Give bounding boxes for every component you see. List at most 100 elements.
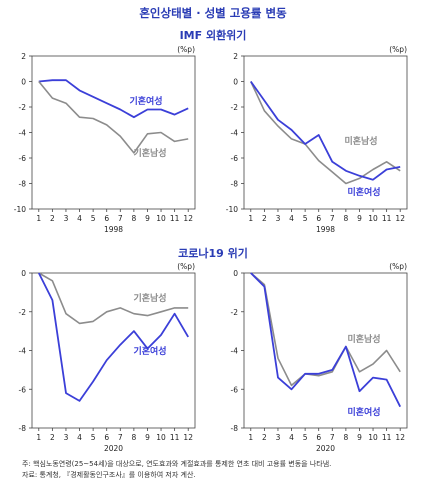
y-tick-label: 2 — [21, 52, 26, 61]
y-tick-label: -8 — [231, 180, 239, 189]
x-tick-label: 2 — [50, 433, 55, 442]
x-tick-label: 11 — [382, 433, 392, 442]
plot-frame — [243, 272, 408, 429]
x-tick-label: 10 — [368, 433, 378, 442]
section-title-imf: IMF 외환위기 — [179, 29, 247, 42]
x-tick-label: 9 — [145, 433, 150, 442]
x-tick-label: 1 — [36, 433, 41, 442]
y-tick-label: -4 — [231, 347, 239, 356]
series-label: 기혼여성 — [129, 95, 162, 107]
y-tick-label: -2 — [19, 103, 27, 112]
x-tick-label: 10 — [156, 214, 166, 223]
section-title-covid: 코로나19 위기 — [178, 247, 248, 260]
x-tick-label: 7 — [118, 433, 123, 442]
x-tick-label: 2 — [262, 433, 267, 442]
plot-frame — [243, 55, 408, 210]
x-tick-label: 8 — [343, 433, 348, 442]
x-axis-label: 2020 — [104, 444, 123, 453]
series-label: 기혼남성 — [133, 147, 166, 159]
x-tick-label: 3 — [64, 433, 69, 442]
unit-label: (%p) — [389, 45, 407, 54]
y-tick-label: -4 — [19, 347, 27, 356]
y-tick-label: 2 — [233, 52, 238, 61]
y-tick-label: -6 — [19, 154, 27, 163]
plot-frame — [31, 272, 196, 429]
x-tick-label: 8 — [131, 214, 136, 223]
y-tick-label: -6 — [231, 385, 239, 394]
x-tick-label: 2 — [50, 214, 55, 223]
x-tick-label: 2 — [262, 214, 267, 223]
y-tick-label: 0 — [21, 269, 26, 278]
series-line — [38, 80, 189, 154]
x-tick-label: 6 — [104, 433, 109, 442]
x-tick-label: 5 — [303, 433, 308, 442]
y-tick-label: -2 — [231, 103, 239, 112]
x-tick-label: 4 — [77, 214, 82, 223]
figure-title: 혼인상태별 · 성별 고용률 변동 — [139, 6, 287, 20]
y-tick-label: 0 — [21, 78, 26, 87]
chart-imf-unmarried: 20-2-4-6-8-101 2 3 4 5 6 7 8 9 10 11 121998(%p)미혼남성… — [226, 45, 408, 234]
x-tick-label: 9 — [145, 214, 150, 223]
x-tick-label: 4 — [289, 433, 294, 442]
x-tick-label: 12 — [395, 214, 405, 223]
x-tick-label: 11 — [382, 214, 392, 223]
y-tick-label: 0 — [233, 269, 238, 278]
x-tick-label: 11 — [170, 214, 180, 223]
y-tick-label: -4 — [231, 129, 239, 138]
y-tick-label: 0 — [233, 78, 238, 87]
x-tick-label: 1 — [248, 433, 253, 442]
x-axis-label: 1998 — [316, 225, 335, 234]
series-line — [250, 272, 401, 387]
series-line — [38, 79, 189, 119]
x-tick-label: 6 — [316, 433, 321, 442]
y-tick-label: -4 — [19, 129, 27, 138]
x-axis-label: 1998 — [104, 225, 123, 234]
x-tick-label: 4 — [77, 433, 82, 442]
footnote-note: 주: 핵심노동연령(25~54세)을 대상으로, 연도효과와 계절효과를 통제한… — [22, 460, 332, 468]
y-tick-label: -8 — [19, 424, 27, 433]
x-tick-label: 5 — [303, 214, 308, 223]
x-tick-label: 3 — [276, 214, 281, 223]
y-tick-label: -8 — [19, 180, 27, 189]
x-axis-label: 2020 — [316, 444, 335, 453]
x-tick-label: 1 — [36, 214, 41, 223]
y-tick-label: -6 — [19, 385, 27, 394]
x-tick-label: 7 — [330, 214, 335, 223]
x-tick-label: 11 — [170, 433, 180, 442]
series-label: 미혼여성 — [347, 406, 380, 418]
series-line — [37, 272, 189, 402]
footnote-source: 자료: 통계청, 『경제활동인구조사』를 이용하여 저자 계산. — [22, 471, 196, 479]
y-tick-label: -10 — [14, 205, 26, 214]
x-tick-label: 3 — [276, 433, 281, 442]
series-line — [250, 80, 401, 181]
x-tick-label: 5 — [91, 433, 96, 442]
plot-frame — [31, 55, 196, 210]
x-tick-label: 3 — [64, 214, 69, 223]
series-line — [250, 81, 401, 185]
x-tick-label: 10 — [368, 214, 378, 223]
x-tick-label: 7 — [330, 433, 335, 442]
x-tick-label: 8 — [131, 433, 136, 442]
chart-imf-married: 20-2-4-6-8-101 2 3 4 5 6 7 8 9 10 11 121998(%p)기혼여성… — [14, 45, 196, 234]
series-line — [38, 272, 189, 325]
x-tick-label: 9 — [357, 214, 362, 223]
x-tick-label: 10 — [156, 433, 166, 442]
x-tick-label: 12 — [183, 433, 193, 442]
x-tick-label: 6 — [316, 214, 321, 223]
y-tick-label: -6 — [231, 154, 239, 163]
unit-label: (%p) — [389, 262, 407, 271]
series-label: 기혼여성 — [133, 345, 166, 357]
x-tick-label: 7 — [118, 214, 123, 223]
y-tick-label: -2 — [231, 308, 239, 317]
y-tick-label: -8 — [231, 424, 239, 433]
x-tick-label: 1 — [248, 214, 253, 223]
x-tick-label: 5 — [91, 214, 96, 223]
x-tick-label: 6 — [104, 214, 109, 223]
x-tick-label: 12 — [395, 433, 405, 442]
unit-label: (%p) — [177, 45, 195, 54]
series-label: 기혼남성 — [133, 292, 166, 304]
unit-label: (%p) — [177, 262, 195, 271]
x-tick-label: 8 — [343, 214, 348, 223]
